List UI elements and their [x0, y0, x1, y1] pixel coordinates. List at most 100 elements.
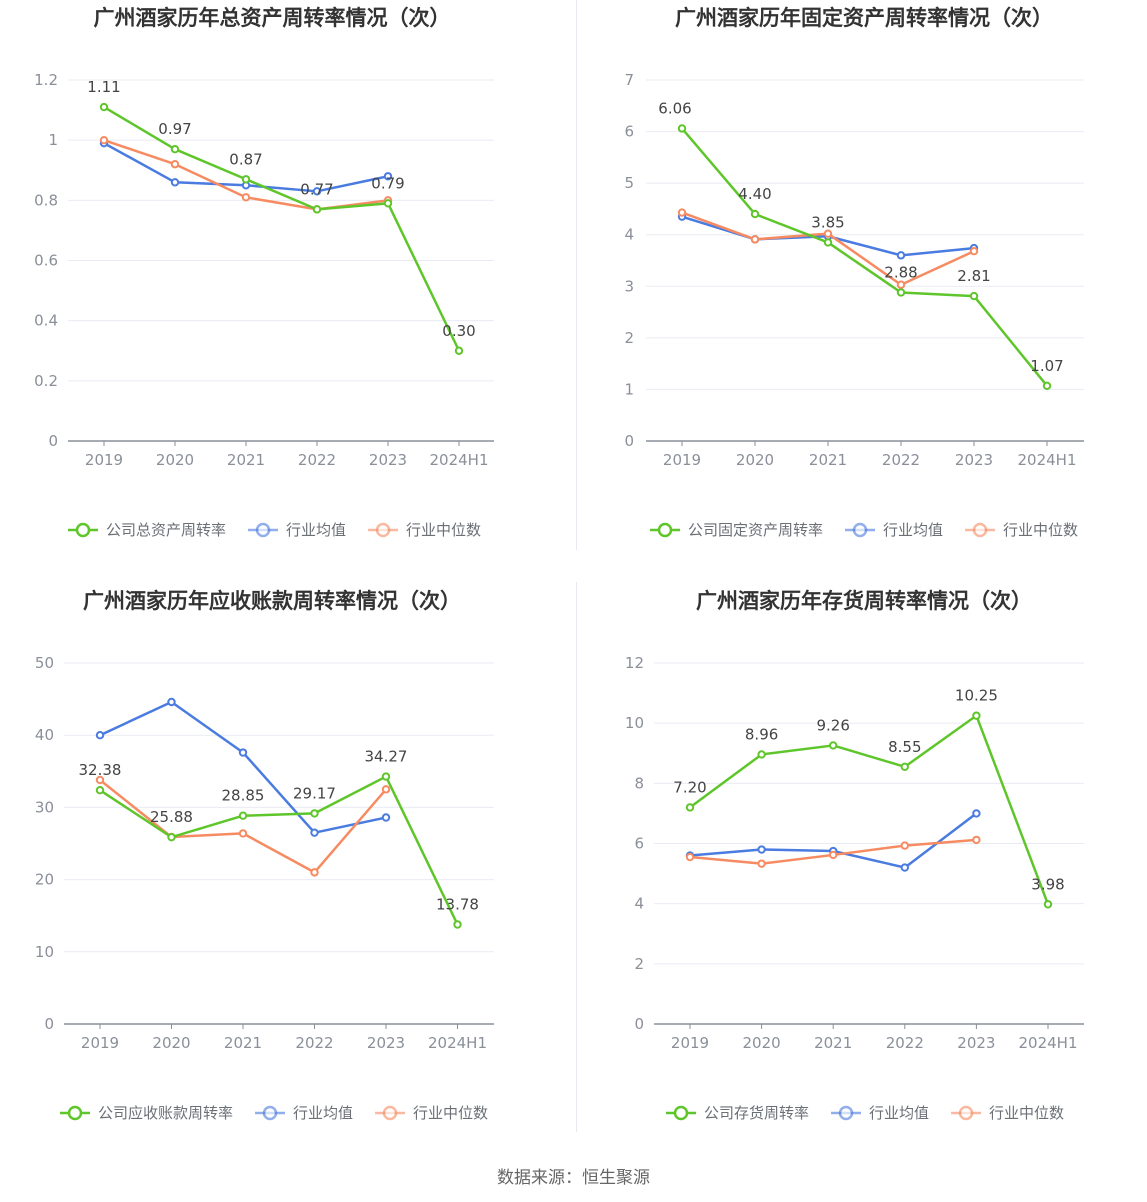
data-point	[310, 809, 319, 818]
y-tick-label: 40	[35, 726, 54, 744]
data-point	[170, 144, 180, 154]
data-label: 2.81	[957, 267, 990, 285]
x-tick-label: 2024H1	[428, 1034, 487, 1052]
x-tick-label: 2020	[736, 451, 774, 469]
data-point	[757, 845, 766, 854]
legend-swatch-marker	[972, 522, 988, 538]
y-tick-label: 30	[35, 798, 54, 816]
data-point	[829, 741, 838, 750]
legend-label: 公司固定资产周转率	[688, 521, 823, 539]
data-point	[685, 852, 695, 862]
data-point	[969, 247, 979, 256]
x-tick-label: 2019	[671, 1034, 709, 1052]
legend-item: 行业均值	[255, 1104, 353, 1122]
y-tick-label: 8	[634, 774, 644, 792]
legend-item: 行业均值	[831, 1104, 929, 1122]
y-tick-label: 20	[35, 871, 54, 889]
x-tick-label: 2021	[814, 1034, 852, 1052]
y-tick-label: 0.4	[34, 312, 58, 330]
x-tick-label: 2024H1	[1018, 451, 1077, 469]
x-tick-label: 2023	[955, 451, 993, 469]
data-label: 34.27	[365, 748, 408, 766]
legend-label: 行业中位数	[413, 1104, 488, 1122]
data-point	[383, 199, 393, 208]
data-point	[167, 832, 176, 842]
x-tick-label: 2023	[367, 1034, 405, 1052]
data-point	[241, 175, 251, 184]
data-label: 8.55	[888, 738, 921, 756]
data-label: 9.26	[816, 716, 849, 734]
series-line	[689, 714, 1050, 905]
x-tick-label: 2020	[743, 1034, 781, 1052]
y-tick-label: 0.8	[34, 191, 58, 209]
chart-title: 广州酒家历年应收账款周转率情况（次）	[83, 589, 461, 613]
data-label: 0.97	[158, 120, 191, 138]
x-tick-label: 2023	[369, 451, 407, 469]
legend-swatch-marker	[67, 1105, 83, 1121]
chart-2: 广州酒家历年固定资产周转率情况（次） 0 1 2 3 4 5 6 7 2019 2020 2021 20…	[624, 6, 1084, 539]
legend-swatch-marker	[673, 1105, 689, 1121]
data-point	[381, 772, 391, 781]
data-point	[685, 803, 695, 812]
y-tick-label: 0	[44, 1015, 54, 1033]
data-point	[383, 172, 393, 181]
data-point	[381, 813, 391, 822]
chart-4: 广州酒家历年存货周转率情况（次） 0 2 4 6 8 10 12 2019 2020 2021 202…	[625, 589, 1084, 1122]
y-tick-label: 5	[624, 174, 634, 192]
data-point	[310, 828, 319, 837]
y-tick-label: 2	[634, 955, 644, 973]
data-source-footer: 数据来源：恒生聚源	[497, 1168, 650, 1188]
data-point	[823, 238, 833, 247]
legend-label: 行业均值	[286, 521, 346, 539]
series-line	[689, 812, 978, 869]
legend-item: 公司固定资产周转率	[650, 521, 823, 539]
legend-swatch-marker	[657, 522, 673, 538]
legend-item: 行业均值	[248, 521, 346, 539]
legend-label: 行业均值	[869, 1104, 929, 1122]
data-point	[170, 178, 180, 187]
y-tick-label: 4	[624, 226, 634, 244]
data-point	[750, 235, 760, 244]
data-point	[1042, 381, 1052, 391]
data-label: 29.17	[293, 784, 336, 802]
data-label: 3.98	[1031, 875, 1064, 893]
x-tick-label: 2020	[152, 1034, 190, 1052]
data-point	[972, 809, 981, 818]
data-label: 1.07	[1030, 357, 1063, 375]
chart-title: 广州酒家历年存货周转率情况（次）	[696, 589, 1032, 613]
y-tick-label: 6	[634, 835, 644, 853]
legend-label: 行业中位数	[989, 1104, 1064, 1122]
legend-swatch-marker	[958, 1105, 974, 1121]
y-tick-label: 2	[624, 329, 634, 347]
data-label: 2.88	[884, 263, 917, 281]
data-label: 32.38	[79, 761, 122, 779]
data-label: 0.77	[300, 180, 333, 198]
data-point	[677, 124, 687, 133]
y-tick-label: 4	[634, 895, 644, 913]
legend-label: 行业中位数	[406, 521, 481, 539]
data-point	[677, 208, 687, 217]
legend-swatch-marker	[262, 1105, 278, 1121]
y-tick-label: 3	[624, 277, 634, 295]
y-tick-label: 10	[625, 714, 644, 732]
series-line	[103, 105, 461, 352]
x-tick-label: 2019	[663, 451, 701, 469]
legend-label: 公司存货周转率	[704, 1104, 809, 1122]
vertical-divider-bottom	[576, 582, 577, 1132]
y-tick-label: 7	[624, 71, 634, 89]
data-point	[167, 697, 176, 707]
data-label: 8.96	[745, 725, 778, 743]
data-point	[900, 762, 909, 771]
data-point	[823, 229, 833, 238]
y-tick-label: 0	[48, 432, 58, 450]
data-point	[241, 193, 251, 202]
legend-label: 行业中位数	[1003, 521, 1078, 539]
legend-item: 行业中位数	[965, 521, 1078, 539]
x-tick-label: 2019	[85, 451, 123, 469]
data-label: 3.85	[811, 213, 844, 231]
data-point	[896, 288, 906, 297]
x-tick-label: 2021	[809, 451, 847, 469]
data-label: 6.06	[658, 99, 691, 117]
x-tick-label: 2024H1	[430, 451, 489, 469]
